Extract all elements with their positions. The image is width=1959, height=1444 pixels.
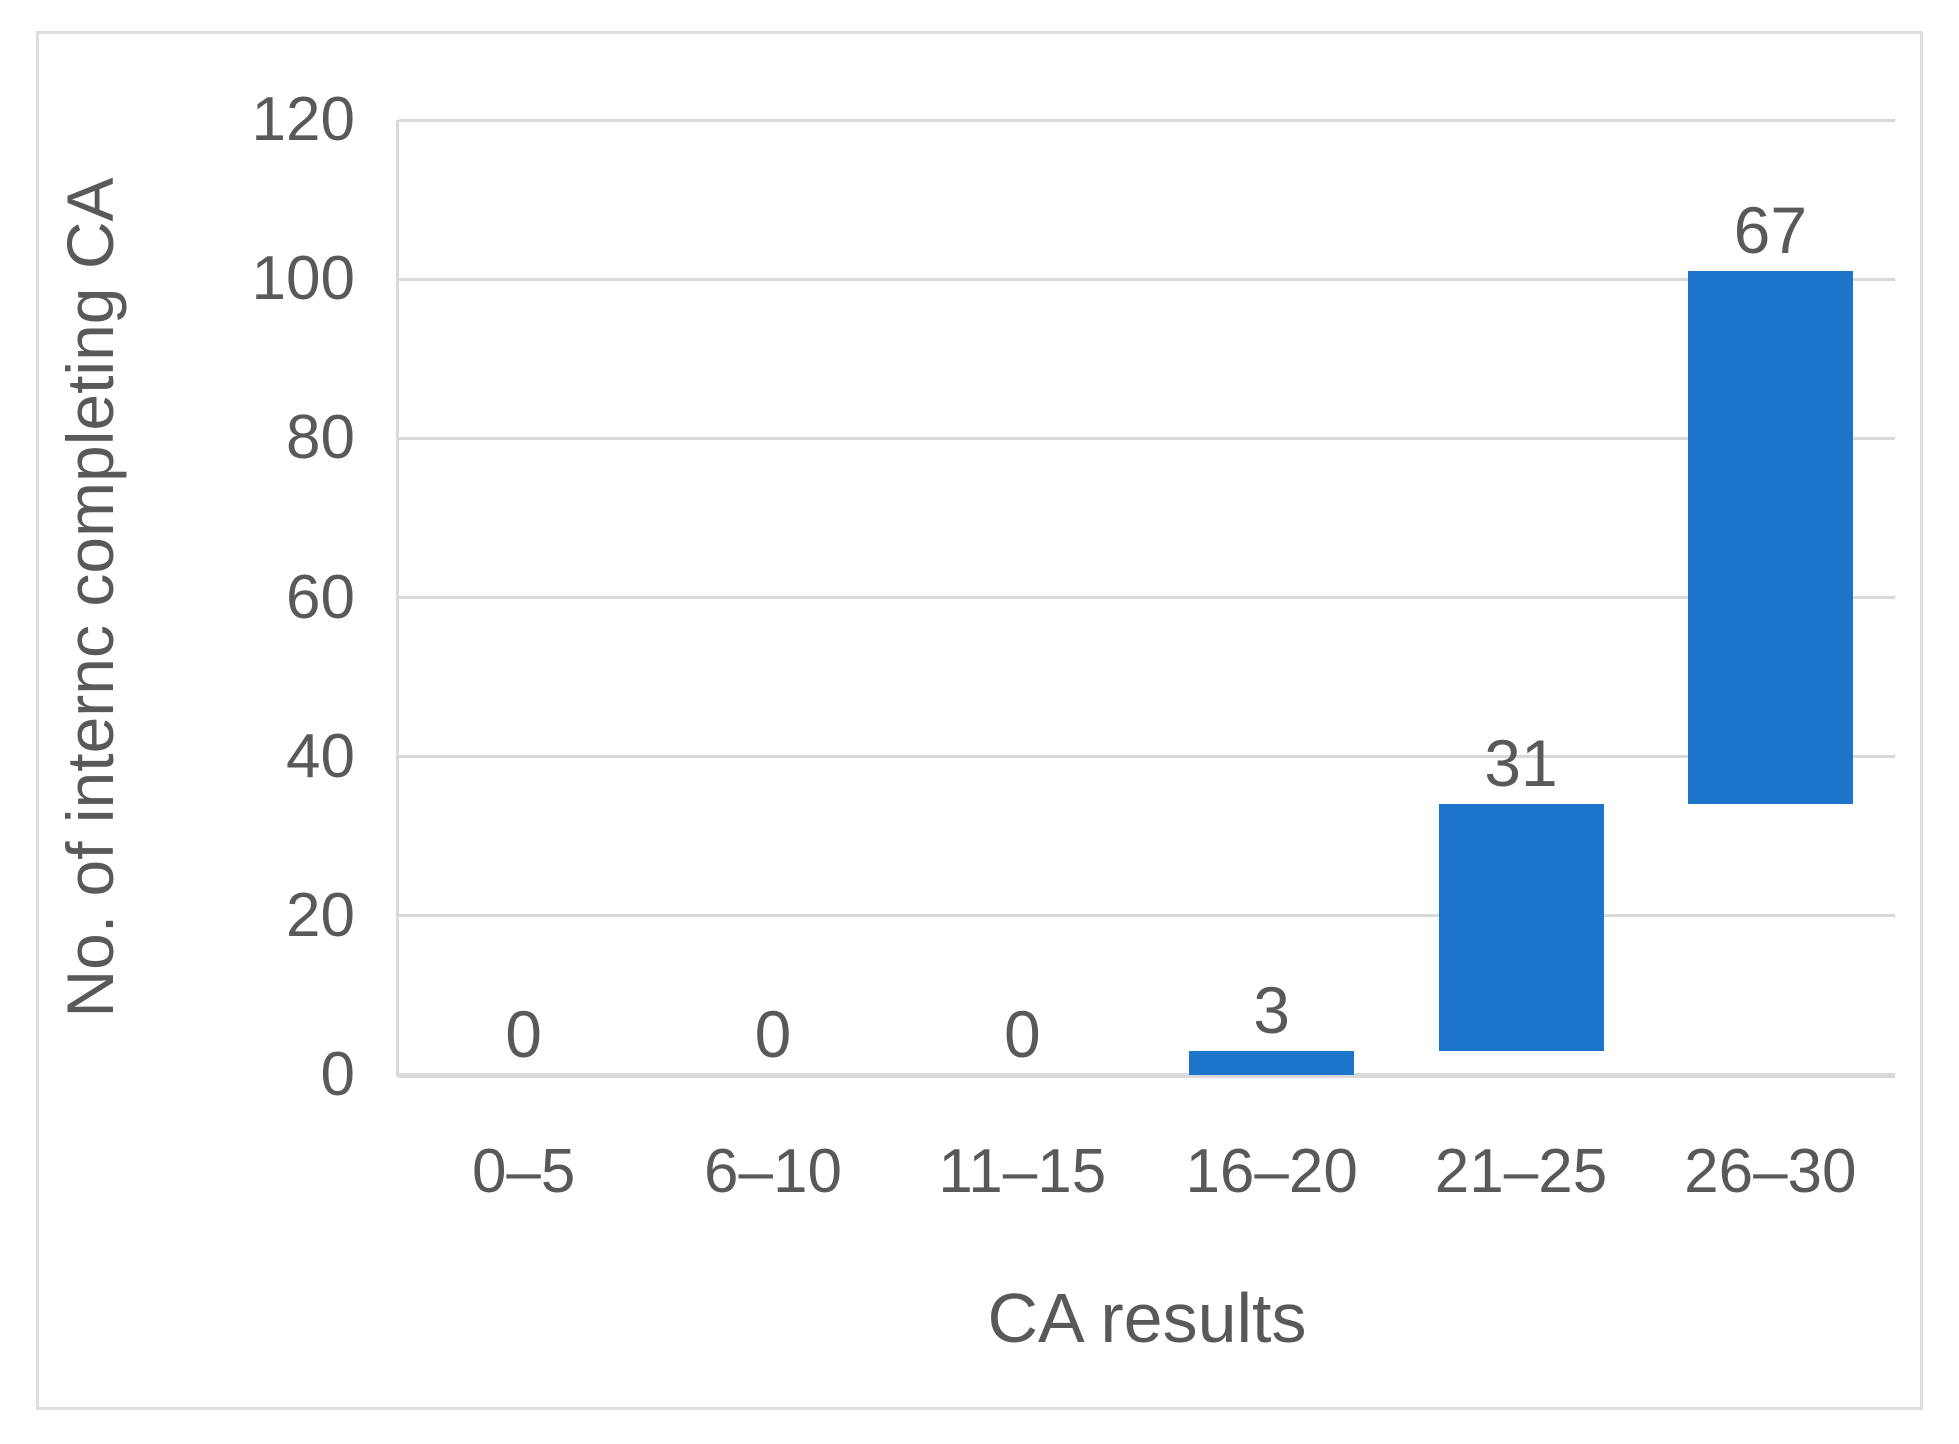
- y-tick-label-80: 80: [286, 403, 355, 473]
- bar-26–30: [1687, 271, 1853, 805]
- bar-value-label-0–5: 0: [505, 997, 543, 1071]
- bar-value-label-26–30: 67: [1733, 193, 1808, 268]
- x-axis-category-labels: 0–5 6–10 11–15 16–20 21–25 26–30: [399, 1132, 1895, 1212]
- y-tick-label-40: 40: [286, 721, 355, 791]
- x-category-label-16–20: 16–20: [1185, 1137, 1358, 1206]
- bar-value-label-6–10: 0: [754, 997, 792, 1071]
- figure-border: [36, 31, 1923, 1410]
- y-tick-label-20: 20: [286, 880, 355, 950]
- bar-value-label-16–20: 3: [1253, 973, 1291, 1048]
- bar-value-label-21–25: 31: [1484, 726, 1558, 801]
- y-tick-label-120: 120: [251, 85, 355, 154]
- x-category-label-21–25: 21–25: [1434, 1137, 1608, 1206]
- gridline-0: [399, 1072, 1895, 1078]
- bar-value-label-11–15: 0: [1003, 997, 1041, 1071]
- x-category-label-26–30: 26–30: [1684, 1137, 1857, 1206]
- bar-21–25: [1438, 804, 1604, 1052]
- bar-16–20: [1189, 1051, 1355, 1075]
- y-axis-line: [396, 120, 399, 1077]
- gridline-40: [399, 755, 1895, 759]
- x-axis-title: CA results: [987, 1279, 1307, 1357]
- gridline-100: [399, 277, 1895, 281]
- y-axis-tick-labels: 0 20 40 60 80 100 120: [120, 89, 355, 1106]
- gridline-120: [399, 118, 1895, 122]
- y-tick-label-100: 100: [251, 244, 355, 314]
- gridline-80: [399, 436, 1895, 440]
- plot-area: 0 0 0 3 31 67: [396, 118, 1895, 1078]
- gridline-20: [399, 914, 1895, 918]
- y-tick-label-0: 0: [320, 1040, 355, 1109]
- x-category-label-11–15: 11–15: [938, 1137, 1107, 1206]
- x-category-label-6–10: 6–10: [704, 1137, 842, 1206]
- y-tick-label-60: 60: [286, 562, 355, 632]
- gridline-60: [399, 596, 1895, 599]
- x-category-label-0–5: 0–5: [471, 1137, 576, 1206]
